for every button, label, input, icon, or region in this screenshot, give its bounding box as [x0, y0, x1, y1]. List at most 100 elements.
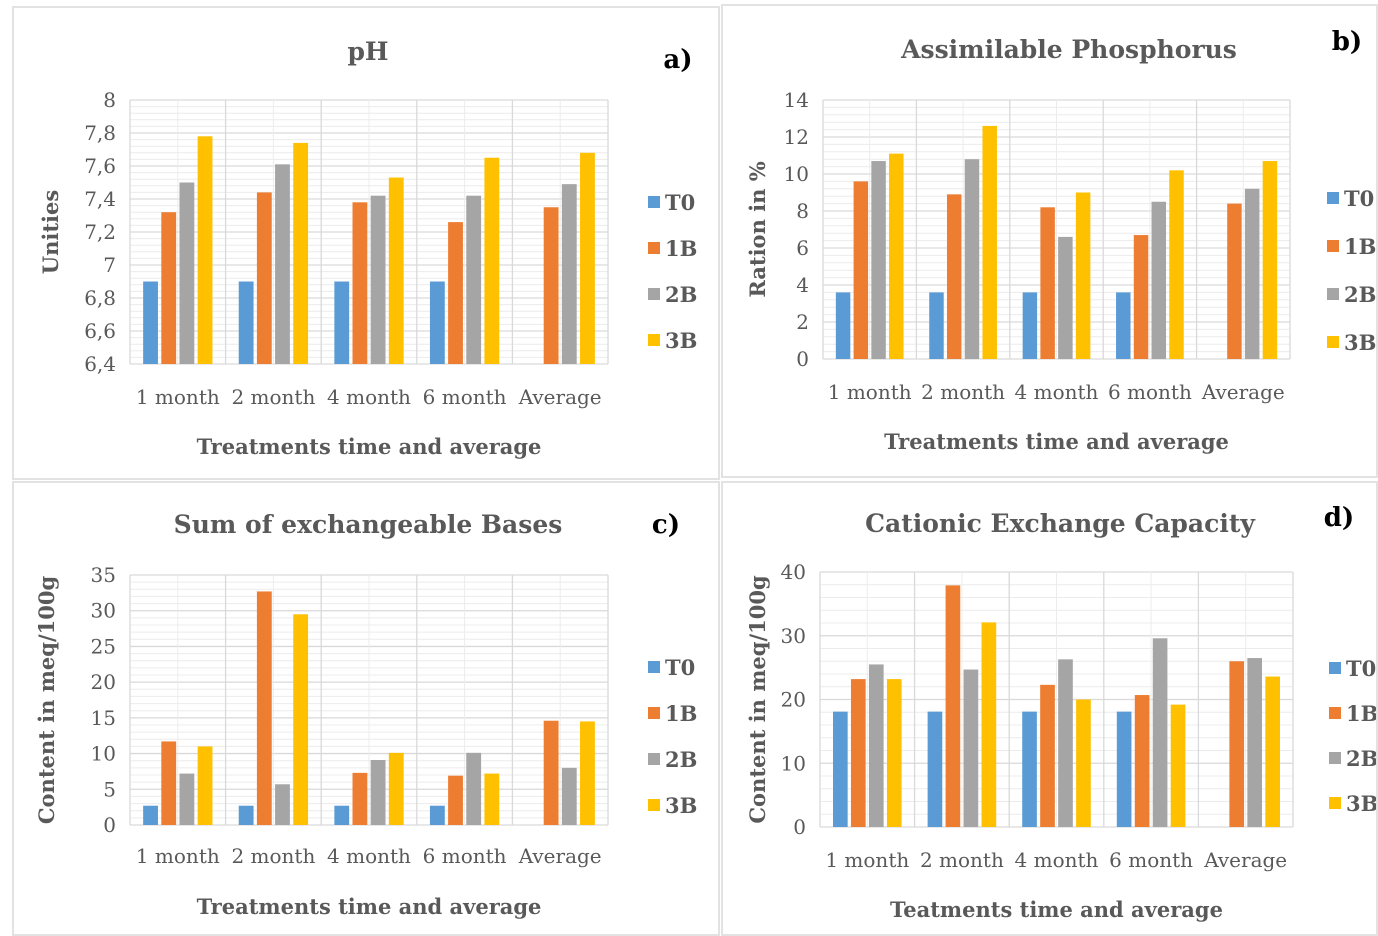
legend-label-3b: 3B — [1346, 791, 1378, 816]
bar-t0-6-month — [429, 281, 445, 364]
bar-2b-2-month — [963, 669, 979, 827]
bar-2b-average — [1247, 658, 1263, 827]
bar-2b-6-month — [466, 195, 482, 364]
y-axis-title: Content in meq/100g — [745, 575, 770, 824]
legend-label-3b: 3B — [665, 328, 697, 353]
bar-t0-1-month — [143, 805, 158, 825]
bar-t0-2-month — [238, 281, 254, 364]
y-axis-title: Content in meq/100g — [34, 576, 59, 825]
bar-3b-4-month — [1076, 699, 1091, 827]
bar-2b-average — [561, 767, 577, 825]
y-tick-label: 2 — [796, 310, 809, 334]
bar-1b-6-month — [1134, 695, 1150, 827]
bar-1b-average — [543, 720, 559, 825]
bar-1b-1-month — [161, 741, 177, 825]
y-tick-label: 15 — [91, 706, 116, 730]
y-tick-label: 8 — [796, 199, 809, 223]
y-tick-label: 10 — [781, 751, 806, 775]
panel-tag: c) — [652, 510, 680, 540]
chart-panel-a: 6,4 6,6 6,8 7 7,2 7,4 7,6 7,8 8 1 month 2 month 4 m… — [12, 6, 720, 480]
legend-label-2b: 2B — [665, 747, 697, 772]
legend-swatch-t0 — [1329, 662, 1341, 674]
legend-swatch-2b — [1329, 752, 1341, 764]
legend-label-t0: T0 — [665, 655, 695, 680]
legend-swatch-3b — [1327, 336, 1339, 348]
legend-swatch-3b — [648, 799, 660, 811]
y-tick-label: 20 — [91, 670, 116, 694]
bar-t0-1-month — [835, 292, 851, 359]
x-tick-label: 1 month — [136, 385, 220, 409]
bar-1b-2-month — [946, 194, 962, 359]
legend-swatch-t0 — [648, 196, 660, 208]
y-axis-title: Ration in % — [745, 161, 770, 297]
bar-2b-6-month — [466, 752, 482, 825]
bar-3b-average — [1265, 676, 1280, 827]
x-tick-label: 1 month — [136, 844, 220, 868]
y-tick-label: 7,2 — [84, 220, 116, 244]
y-tick-label: 7 — [103, 253, 116, 277]
bar-3b-average — [580, 152, 595, 364]
y-tick-label: 7,6 — [84, 154, 116, 178]
y-tick-label: 7,4 — [84, 187, 116, 211]
bar-3b-2-month — [982, 125, 997, 360]
chart-panel-c: 0 5 10 15 20 25 30 35 1 month 2 month 4 month 6 mon… — [12, 481, 720, 936]
y-tick-label: 35 — [91, 563, 116, 587]
bar-1b-4-month — [1040, 684, 1055, 827]
chart-title: Cationic Exchange Capacity — [865, 509, 1256, 538]
y-tick-label: 6,6 — [84, 319, 116, 343]
bar-3b-2-month — [293, 142, 309, 364]
x-tick-label: 4 month — [1015, 848, 1099, 872]
bar-2b-4-month — [1058, 659, 1073, 827]
legend-label-2b: 2B — [1346, 746, 1378, 771]
legend-label-2b: 2B — [1344, 282, 1376, 307]
bar-2b-1-month — [868, 664, 884, 827]
bar-1b-average — [1229, 661, 1245, 827]
bar-2b-2-month — [964, 159, 980, 359]
bar-3b-2-month — [293, 614, 309, 825]
bar-t0-4-month — [334, 281, 350, 364]
bar-1b-1-month — [161, 212, 177, 364]
chart-svg-c: 0 5 10 15 20 25 30 35 1 month 2 month 4 month 6 mon… — [34, 510, 697, 919]
x-tick-label: Average — [518, 385, 602, 409]
bar-1b-4-month — [1040, 207, 1055, 359]
legend-swatch-1b — [1329, 707, 1341, 719]
y-tick-label: 0 — [103, 813, 116, 837]
legend-label-1b: 1B — [665, 236, 697, 261]
legend-swatch-2b — [648, 753, 660, 765]
x-tick-label: 1 month — [825, 848, 909, 872]
x-axis-title: Teatments time and average — [890, 897, 1223, 922]
x-tick-label: Average — [518, 844, 602, 868]
y-tick-label: 10 — [784, 162, 809, 186]
legend-swatch-2b — [1327, 288, 1339, 300]
bar-3b-1-month — [197, 746, 213, 825]
y-tick-label: 4 — [796, 273, 809, 297]
legend-label-1b: 1B — [1346, 701, 1378, 726]
bar-3b-4-month — [388, 177, 404, 364]
bar-3b-1-month — [886, 679, 902, 827]
bar-1b-4-month — [352, 772, 368, 825]
bar-2b-6-month — [1151, 201, 1167, 359]
x-axis-title: Treatments time and average — [884, 429, 1229, 454]
x-tick-label: 4 month — [327, 844, 411, 868]
x-tick-label: Average — [1201, 380, 1285, 404]
y-tick-label: 20 — [781, 688, 806, 712]
bar-t0-6-month — [1116, 711, 1132, 827]
x-tick-label: 4 month — [327, 385, 411, 409]
panel-tag: d) — [1324, 503, 1354, 533]
x-tick-label: 6 month — [423, 844, 507, 868]
legend-swatch-3b — [1329, 797, 1341, 809]
bar-2b-2-month — [275, 164, 290, 364]
legend-swatch-3b — [648, 334, 660, 346]
x-tick-label: 4 month — [1015, 380, 1099, 404]
bar-t0-6-month — [429, 805, 445, 825]
bar-3b-1-month — [197, 136, 213, 364]
bar-t0-6-month — [1116, 292, 1131, 359]
bar-3b-4-month — [388, 752, 404, 825]
y-tick-label: 25 — [91, 634, 116, 658]
bar-2b-average — [1244, 188, 1260, 359]
chart-svg-d: 0 10 20 30 40 1 month 2 month 4 month 6 month Ave… — [745, 503, 1378, 922]
bar-2b-1-month — [179, 773, 195, 825]
legend-label-1b: 1B — [1344, 234, 1376, 259]
legend-label-t0: T0 — [1346, 656, 1376, 681]
legend-swatch-t0 — [1327, 192, 1339, 204]
